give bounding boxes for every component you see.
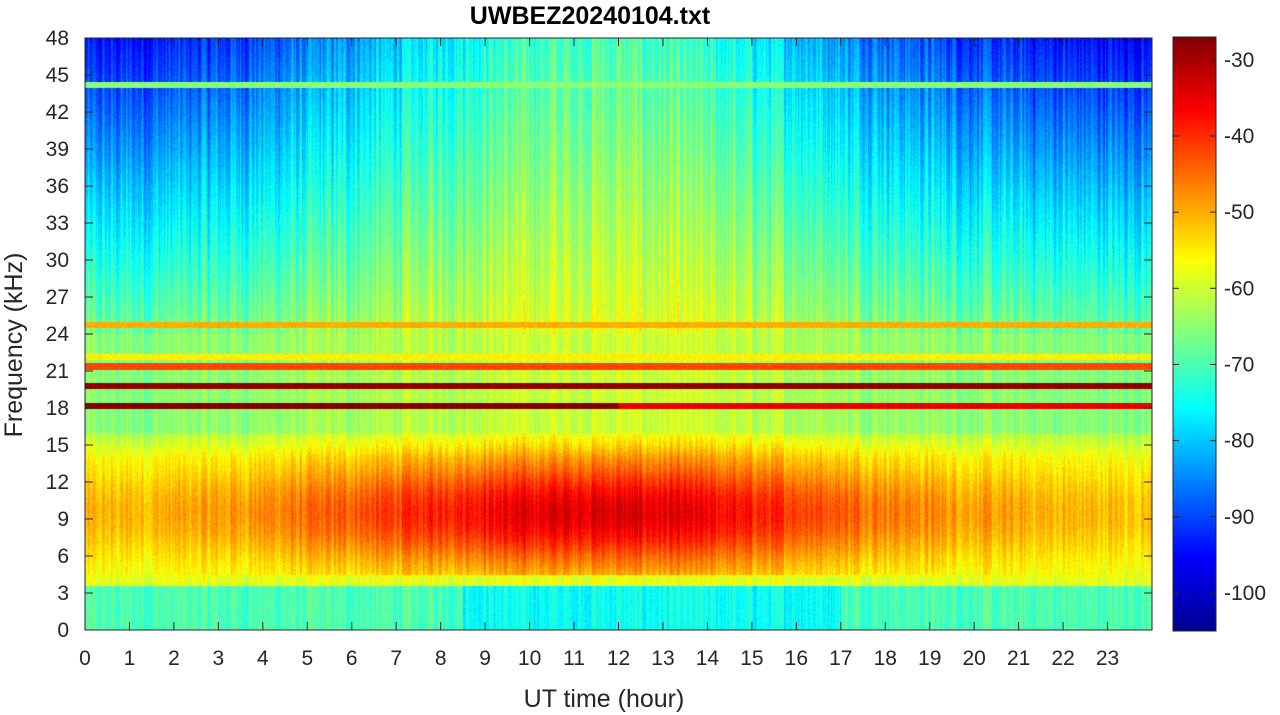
y-tick-label: 30 (46, 249, 69, 272)
y-tick-label: 6 (57, 545, 69, 568)
y-tick-label: 24 (46, 323, 70, 346)
colorbar-axis: -30 -40 -50 -60 -70 -80 -90 -100 (1173, 49, 1266, 605)
heatmap-image (85, 38, 1152, 630)
y-tick-label: 33 (46, 212, 69, 235)
x-tick-label: 1 (124, 647, 136, 670)
y-tick-label: 48 (46, 27, 69, 50)
x-tick-label: 5 (301, 647, 313, 670)
x-tick-label: 21 (1007, 647, 1030, 670)
y-tick-label: 45 (46, 64, 69, 87)
x-tick-label: 16 (785, 647, 808, 670)
x-axis: 0 1 2 3 4 5 6 7 8 9 10 11 12 13 14 15 16 17 18 19 20 21 22 23 (79, 38, 1119, 670)
y-axis-label: Frequency (kHz) (0, 253, 28, 438)
x-tick-label: 4 (257, 647, 269, 670)
x-tick-label: 11 (563, 647, 585, 670)
y-tick-label: 18 (46, 397, 69, 420)
colorbar-tick-label: -90 (1224, 506, 1254, 529)
plot-area (85, 38, 1152, 630)
y-tick-label: 15 (46, 434, 69, 457)
x-tick-label: 3 (213, 647, 225, 670)
y-tick-label: 9 (57, 508, 69, 531)
x-tick-label: 12 (607, 647, 630, 670)
x-tick-label: 17 (829, 647, 852, 670)
x-tick-label: 20 (962, 647, 985, 670)
colorbar-tick-label: -60 (1224, 277, 1254, 300)
y-tick-label: 27 (46, 286, 69, 309)
x-tick-label: 22 (1051, 647, 1074, 670)
x-tick-label: 18 (874, 647, 897, 670)
y-tick-label: 42 (46, 101, 69, 124)
y-tick-label: 39 (46, 138, 69, 161)
x-tick-label: 9 (479, 647, 491, 670)
colorbar (1172, 36, 1217, 632)
colorbar-tick-label: -30 (1224, 49, 1254, 72)
x-tick-label: 6 (346, 647, 358, 670)
x-tick-label: 14 (696, 647, 720, 670)
x-tick-label: 7 (390, 647, 402, 670)
y-tick-label: 3 (57, 582, 69, 605)
x-tick-label: 8 (435, 647, 447, 670)
x-tick-label: 23 (1096, 647, 1119, 670)
x-tick-label: 0 (79, 647, 91, 670)
y-tick-label: 21 (46, 360, 69, 383)
colorbar-tick-label: -50 (1224, 201, 1254, 224)
y-tick-label: 0 (57, 619, 69, 642)
colorbar-tick-label: -70 (1224, 353, 1254, 376)
chart-title: UWBEZ20240104.txt (470, 2, 711, 30)
colorbar-tick-label: -80 (1224, 430, 1254, 453)
x-tick-label: 19 (918, 647, 941, 670)
x-tick-label: 13 (651, 647, 674, 670)
x-tick-label: 10 (518, 647, 541, 670)
x-tick-label: 2 (168, 647, 180, 670)
colorbar-tick-label: -40 (1224, 125, 1254, 148)
y-tick-label: 12 (46, 471, 69, 494)
x-tick-label: 15 (740, 647, 763, 670)
colorbar-tick-label: -100 (1224, 582, 1266, 605)
x-axis-label: UT time (hour) (524, 685, 685, 713)
y-tick-label: 36 (46, 175, 69, 198)
